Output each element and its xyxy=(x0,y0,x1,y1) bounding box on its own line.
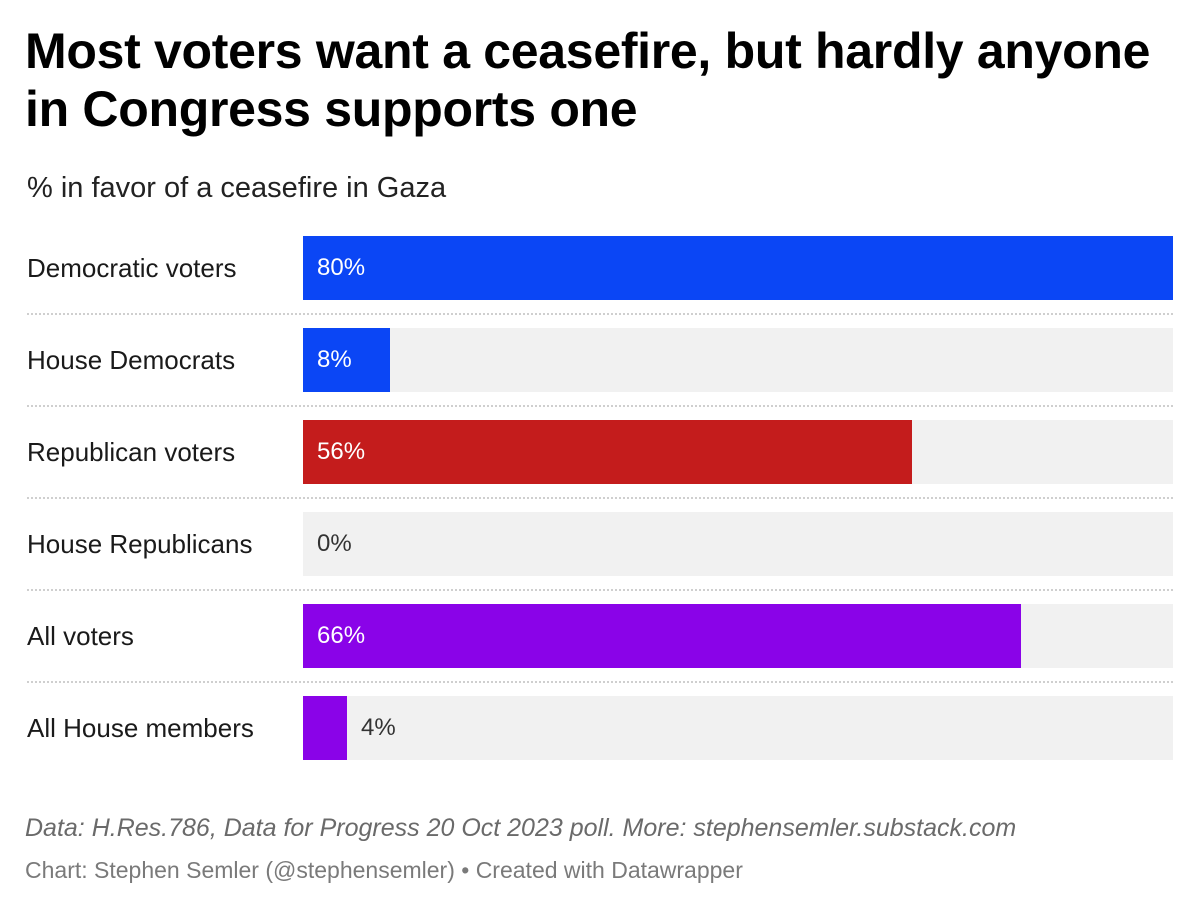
chart-credit: Chart: Stephen Semler (@stephensemler) •… xyxy=(25,857,743,883)
bar-category-label: Democratic voters xyxy=(27,253,237,283)
bar-track: 4% xyxy=(303,696,1173,760)
bar-track: 56% xyxy=(303,420,1173,484)
row-separator xyxy=(27,405,1173,407)
bar-category-label: All voters xyxy=(27,621,134,651)
bar-value-label: 4% xyxy=(361,714,396,741)
bar-value-label: 66% xyxy=(317,622,366,649)
bar-row: Republican voters 56% xyxy=(27,420,1173,484)
row-separator xyxy=(27,497,1173,499)
bar-value-label: 56% xyxy=(317,438,366,465)
bar-track: 80% xyxy=(303,236,1173,300)
bar-category-label: House Democrats xyxy=(27,345,236,375)
bar-track: 8% xyxy=(303,328,1173,392)
bar xyxy=(303,420,912,484)
bar-value-label: 80% xyxy=(317,254,366,281)
row-separator xyxy=(27,589,1173,591)
bar-row: All voters 66% xyxy=(27,604,1173,668)
data-source-note: Data: H.Res.786, Data for Progress 20 Oc… xyxy=(25,814,1017,842)
bar xyxy=(303,604,1021,668)
bar xyxy=(303,236,1173,300)
bar xyxy=(303,696,347,760)
row-separator xyxy=(27,313,1173,315)
chart-title: Most voters want a ceasefire, but hardly… xyxy=(25,23,1151,137)
row-separator xyxy=(27,681,1173,683)
bar xyxy=(303,328,390,392)
chart-subtitle: % in favor of a ceasefire in Gaza xyxy=(27,172,447,204)
bar-row: All House members 4% xyxy=(27,696,1173,760)
bar-value-label: 8% xyxy=(317,346,352,373)
bar-row: House Democrats 8% xyxy=(27,328,1173,392)
bar-row: Democratic voters 80% xyxy=(27,236,1173,300)
bar-category-label: All House members xyxy=(27,713,254,743)
bar-row: House Republicans 0% xyxy=(27,512,1173,576)
bar-category-label: House Republicans xyxy=(27,529,253,559)
bar-category-label: Republican voters xyxy=(27,437,236,467)
bar-track: 66% xyxy=(303,604,1173,668)
bar-track: 0% xyxy=(303,512,1173,576)
bar-value-label: 0% xyxy=(317,530,352,557)
